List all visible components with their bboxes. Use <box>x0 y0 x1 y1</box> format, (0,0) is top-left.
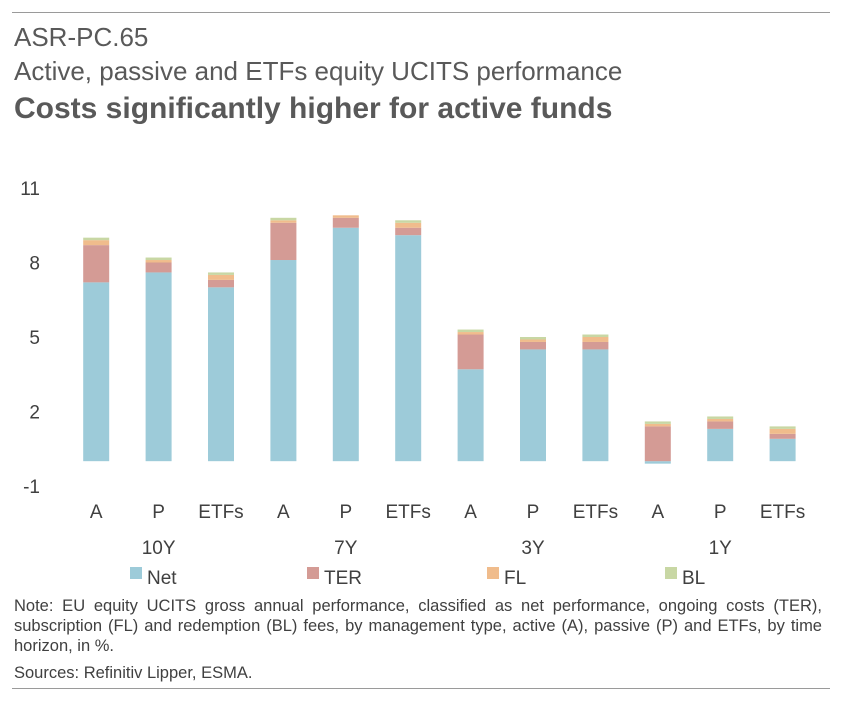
bar-fl-11 <box>769 428 796 434</box>
group-label: 7Y <box>334 538 358 559</box>
report-code: ASR-PC.65 <box>14 22 149 52</box>
bar-fl-0 <box>83 240 110 246</box>
bar-ter-6 <box>457 334 484 370</box>
bar-net-7 <box>520 349 546 462</box>
legend-label-ter: TER <box>324 568 362 589</box>
bar-net-2 <box>208 287 234 462</box>
bar-ter-2 <box>208 279 234 288</box>
bar-net-1 <box>145 272 172 462</box>
x-tick-label: P <box>527 502 540 523</box>
x-tick-label: ETFs <box>386 502 431 523</box>
bar-bl-11 <box>769 426 796 429</box>
bar-ter-5 <box>395 227 422 236</box>
top-rule <box>12 12 830 13</box>
bar-bl-5 <box>395 220 422 223</box>
bar-bl-3 <box>270 217 297 221</box>
bar-bl-9 <box>644 421 671 424</box>
bar-net-5 <box>395 235 422 462</box>
x-tick-label: A <box>90 502 103 523</box>
bar-fl-8 <box>582 337 609 342</box>
bar-net-9 <box>644 461 671 464</box>
bar-ter-3 <box>270 222 297 261</box>
legend-swatch-fl <box>487 567 499 579</box>
stacked-bar-chart: -1 2 5 8 11 A P ETFs A P ETFs A P ETFs A P ETFs 10Y 7Y 3Y 1Y… <box>20 179 805 589</box>
bar-net-4 <box>332 227 359 462</box>
x-tick-label: ETFs <box>573 502 618 523</box>
legend-label-fl: FL <box>504 568 526 589</box>
bar-net-10 <box>707 428 734 462</box>
legend-label-bl: BL <box>682 568 705 589</box>
bar-ter-9 <box>644 426 671 462</box>
x-tick-label: A <box>277 502 290 523</box>
legend-swatch-net <box>130 567 142 579</box>
chart-headline: Costs significantly higher for active fu… <box>14 92 613 125</box>
legend-swatch-ter <box>307 567 319 579</box>
bar-net-3 <box>270 260 297 462</box>
bar-ter-4 <box>332 217 359 228</box>
y-tick-label: 8 <box>29 254 40 275</box>
x-tick-label: P <box>714 502 727 523</box>
y-tick-label: 2 <box>29 403 40 424</box>
bar-net-11 <box>769 438 796 462</box>
bar-ter-8 <box>582 341 609 350</box>
legend-swatch-bl <box>665 567 677 579</box>
y-tick-label: -1 <box>23 477 40 498</box>
bar-bl-0 <box>83 237 110 241</box>
bar-bl-8 <box>582 334 609 337</box>
bar-ter-7 <box>520 341 546 350</box>
bar-fl-10 <box>707 418 734 422</box>
y-tick-label: 11 <box>20 179 40 200</box>
y-tick-label: 5 <box>29 328 40 349</box>
x-tick-label: A <box>651 502 664 523</box>
bar-bl-1 <box>145 257 172 261</box>
bar-fl-1 <box>145 260 172 263</box>
x-tick-label: ETFs <box>760 502 805 523</box>
bar-fl-2 <box>208 274 234 280</box>
chart-note: Note: EU equity UCITS gross annual perfo… <box>14 597 822 655</box>
bar-net-0 <box>83 282 110 462</box>
group-label: 3Y <box>521 538 545 559</box>
bar-ter-11 <box>769 433 796 439</box>
bar-net-8 <box>582 349 609 462</box>
bar-ter-0 <box>83 245 110 283</box>
x-tick-label: P <box>152 502 165 523</box>
bar-fl-3 <box>270 220 297 223</box>
x-tick-label: ETFs <box>198 502 243 523</box>
bottom-rule <box>12 688 830 689</box>
bar-ter-1 <box>145 262 172 273</box>
chart-subtitle: Active, passive and ETFs equity UCITS pe… <box>14 56 623 86</box>
chart-sources: Sources: Refinitiv Lipper, ESMA. <box>14 664 253 682</box>
legend-label-net: Net <box>147 568 177 589</box>
bar-bl-2 <box>208 272 234 275</box>
bar-bl-7 <box>520 337 546 340</box>
bar-fl-6 <box>457 332 484 335</box>
bar-fl-9 <box>644 423 671 427</box>
bar-fl-4 <box>332 215 359 218</box>
bar-bl-10 <box>707 416 734 419</box>
bar-fl-5 <box>395 222 422 228</box>
group-label: 10Y <box>142 538 176 559</box>
bar-ter-10 <box>707 421 734 429</box>
bar-bl-6 <box>457 329 484 333</box>
x-tick-label: A <box>464 502 477 523</box>
bar-net-6 <box>457 369 484 462</box>
x-tick-label: P <box>339 502 352 523</box>
group-label: 1Y <box>709 538 733 559</box>
bar-fl-7 <box>520 339 546 342</box>
